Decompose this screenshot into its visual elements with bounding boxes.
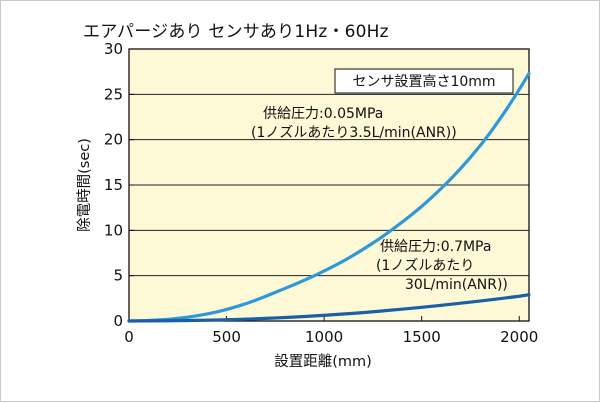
y-axis-label: 除電時間(sec) (76, 138, 93, 232)
series-annotation: (1ノズルあたり3.5L/min(ANR)) (251, 125, 457, 141)
x-tick-label: 1500 (403, 328, 441, 346)
series-annotation: 30L/min(ANR)) (405, 277, 508, 293)
y-tick-label: 30 (104, 40, 123, 58)
x-tick-label: 1000 (305, 328, 343, 346)
series-line (127, 71, 531, 323)
y-tick-label: 15 (104, 176, 123, 194)
x-tick-label: 0 (124, 328, 134, 346)
y-tick-label: 5 (113, 267, 123, 285)
note-text: センサ設置高さ10mm (352, 73, 495, 90)
note-box (334, 68, 514, 94)
series-annotation: 供給圧力:0.7MPa (380, 239, 491, 255)
x-axis-label: 設置距離(mm) (274, 352, 372, 370)
chart-title: エアパージあり センサあり1Hz・60Hz (83, 22, 389, 42)
y-tick-label: 25 (104, 85, 123, 103)
x-tick-label: 2000 (500, 328, 538, 346)
y-tick-label: 0 (113, 312, 123, 330)
y-tick-label: 20 (104, 131, 123, 149)
series-annotation: (1ノズルあたり (376, 258, 474, 274)
series-annotation: 供給圧力:0.05MPa (263, 106, 383, 122)
series-line (127, 293, 531, 323)
x-tick-label: 500 (212, 328, 241, 346)
y-tick-label: 10 (104, 221, 123, 239)
